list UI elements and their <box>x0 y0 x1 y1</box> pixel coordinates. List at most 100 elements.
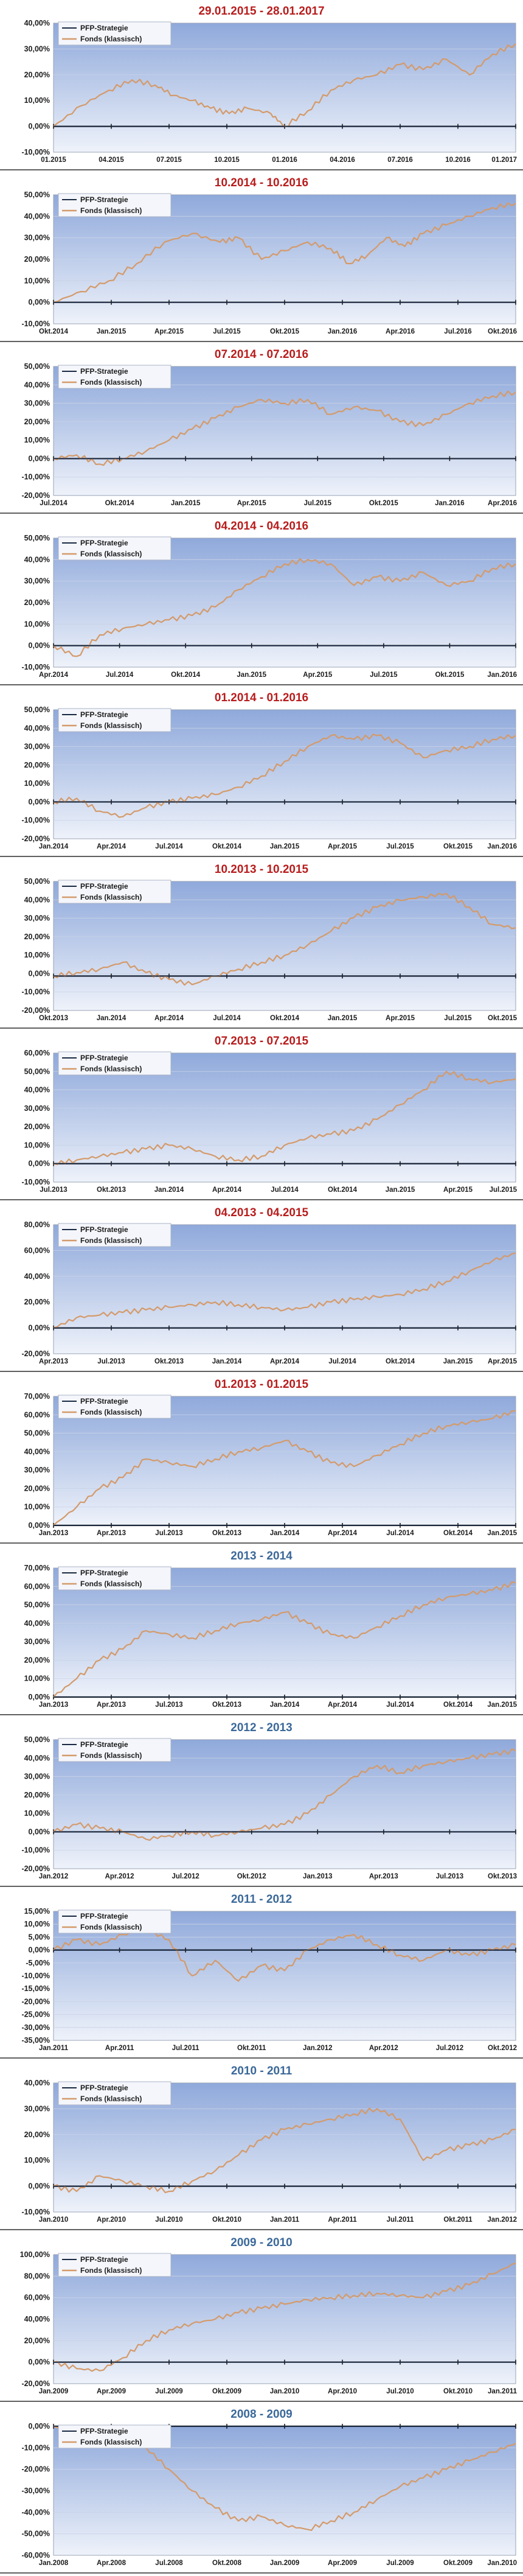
chart-title: 2009 - 2010 <box>230 2236 293 2249</box>
x-tick-label: Jul.2014 <box>328 1358 356 1365</box>
x-tick-label: Jan.2011 <box>39 2045 69 2052</box>
y-tick-label: -5,00% <box>26 1959 50 1967</box>
legend-box <box>58 1909 171 1934</box>
x-tick-label: Apr.2016 <box>386 328 415 335</box>
legend-label-strategy: PFP-Strategie <box>80 24 128 32</box>
x-tick-label: Apr.2012 <box>369 2045 398 2052</box>
x-tick-label: 10.2016 <box>445 156 471 164</box>
x-tick-label: Jul.2013 <box>155 1530 182 1537</box>
y-tick-label: 50,00% <box>24 705 50 714</box>
x-tick-label: Jan.2014 <box>212 1358 242 1365</box>
y-tick-label: 10,00% <box>24 1141 50 1149</box>
x-tick-label: 01.2016 <box>272 156 297 164</box>
y-tick-label: 40,00% <box>24 380 50 389</box>
series-line-fonds <box>53 1410 516 1526</box>
y-tick-label: -40,00% <box>21 2508 50 2516</box>
y-tick-label: 50,00% <box>24 1429 50 1438</box>
y-tick-label: -10,00% <box>21 148 50 156</box>
chart-canvas: -35,00% -30,00% -25,00% -20,00% -15,00% -10,0… <box>21 1907 517 2052</box>
legend-label-strategy: PFP-Strategie <box>80 2084 128 2092</box>
x-tick-label: Jan.2015 <box>270 843 300 850</box>
x-tick-label: Apr.2015 <box>328 843 358 850</box>
x-tick-label: 04.2015 <box>99 156 124 164</box>
x-tick-label: Jan.2016 <box>435 500 465 507</box>
chart-title: 2013 - 2014 <box>230 1550 293 1563</box>
x-tick-label: Okt.2008 <box>212 2560 242 2567</box>
y-tick-label: 10,00% <box>24 96 50 105</box>
y-tick-label: 20,00% <box>24 1484 50 1493</box>
x-tick-label: Jul.2015 <box>370 671 398 679</box>
y-tick-label: -20,00% <box>21 2379 50 2388</box>
y-tick-label: 10,00% <box>24 2156 50 2165</box>
y-tick-label: 10,00% <box>24 1920 50 1928</box>
y-tick-label: 30,00% <box>24 44 50 53</box>
x-tick-label: Okt.2010 <box>443 2388 473 2395</box>
legend-box <box>58 2253 171 2277</box>
y-tick-label: 40,00% <box>24 1754 50 1762</box>
legend-label-fonds: Fonds (klassisch) <box>80 1580 142 1588</box>
chart-panel: -20,00% -10,00% 0,00% 10,00% 20,00% 30,00% 40,… <box>0 1717 523 1888</box>
x-tick-label: Jan.2011 <box>270 2216 300 2224</box>
x-tick-label: Jan.2014 <box>270 1701 300 1709</box>
y-tick-label: 80,00% <box>24 1220 50 1229</box>
chart-panel: -20,00% -10,00% 0,00% 10,00% 20,00% 30,00% 40,… <box>0 687 523 858</box>
y-tick-label: 50,00% <box>24 534 50 542</box>
legend-label-strategy: PFP-Strategie <box>80 539 128 547</box>
y-tick-label: -20,00% <box>21 1864 50 1873</box>
legend-label-fonds: Fonds (klassisch) <box>80 2095 142 2103</box>
x-tick-label: Jul.2014 <box>155 843 183 850</box>
y-tick-label: -15,00% <box>21 1984 50 1993</box>
panel-separator <box>0 1199 523 1200</box>
y-tick-label: 0,00% <box>29 1160 50 1168</box>
x-tick-label: Jan.2015 <box>97 328 126 335</box>
x-tick-label: 01.2015 <box>41 156 66 164</box>
y-tick-label: 50,00% <box>24 1601 50 1609</box>
panel-separator <box>0 2401 523 2402</box>
legend-label-strategy: PFP-Strategie <box>80 1912 128 1920</box>
x-tick-label: Jan.2013 <box>39 1530 69 1537</box>
x-tick-label: Jul.2015 <box>304 500 332 507</box>
legend-label-strategy: PFP-Strategie <box>80 882 128 891</box>
x-tick-label: Jan.2015 <box>386 1186 415 1194</box>
y-tick-label: 70,00% <box>24 1392 50 1401</box>
series-line-fonds <box>53 43 516 127</box>
x-tick-label: Apr.2011 <box>105 2045 134 2052</box>
x-tick-label: Apr.2014 <box>328 1530 358 1537</box>
x-tick-label: Okt.2012 <box>237 1873 266 1880</box>
legend-label-fonds: Fonds (klassisch) <box>80 1065 142 1073</box>
panel-separator <box>0 1714 523 1715</box>
chart-canvas: -20,00% -10,00% 0,00% 10,00% 20,00% 30,00% 40,… <box>21 877 517 1022</box>
y-tick-label: 50,00% <box>24 877 50 886</box>
y-tick-label: 20,00% <box>24 255 50 264</box>
panel-separator <box>0 2572 523 2574</box>
chart-panel: -10,00% 0,00% 10,00% 20,00% 30,00% 40,00% 50,0… <box>0 1030 523 1202</box>
legend-box <box>58 2424 171 2449</box>
y-tick-label: 20,00% <box>24 418 50 426</box>
series-line-fonds <box>53 202 516 303</box>
y-tick-label: 10,00% <box>24 620 50 628</box>
y-tick-label: 40,00% <box>24 19 50 27</box>
chart-title: 2011 - 2012 <box>230 1893 293 1906</box>
y-tick-label: 40,00% <box>24 1272 50 1281</box>
chart-title: 2010 - 2011 <box>230 2065 293 2077</box>
x-tick-label: Apr.2012 <box>105 1873 134 1880</box>
x-tick-label: Jan.2015 <box>487 1701 517 1709</box>
chart-title: 10.2014 - 10.2016 <box>214 177 309 189</box>
x-tick-label: Apr.2014 <box>212 1186 242 1194</box>
x-tick-label: Jul.2014 <box>40 500 68 507</box>
y-tick-label: 30,00% <box>24 1466 50 1474</box>
y-tick-label: 20,00% <box>24 1122 50 1131</box>
x-tick-label: Apr.2015 <box>154 328 184 335</box>
panel-separator <box>0 2229 523 2230</box>
y-tick-label: 0,00% <box>29 298 50 307</box>
y-tick-label: -10,00% <box>21 1972 50 1980</box>
y-tick-label: 50,00% <box>24 362 50 371</box>
y-tick-label: 30,00% <box>24 1773 50 1781</box>
y-tick-label: 30,00% <box>24 743 50 751</box>
legend-label-fonds: Fonds (klassisch) <box>80 893 142 901</box>
legend-label-strategy: PFP-Strategie <box>80 1054 128 1062</box>
y-tick-label: -30,00% <box>21 2487 50 2495</box>
x-tick-label: Okt.2014 <box>171 671 201 679</box>
y-tick-label: -20,00% <box>21 835 50 843</box>
y-tick-label: 50,00% <box>24 191 50 199</box>
